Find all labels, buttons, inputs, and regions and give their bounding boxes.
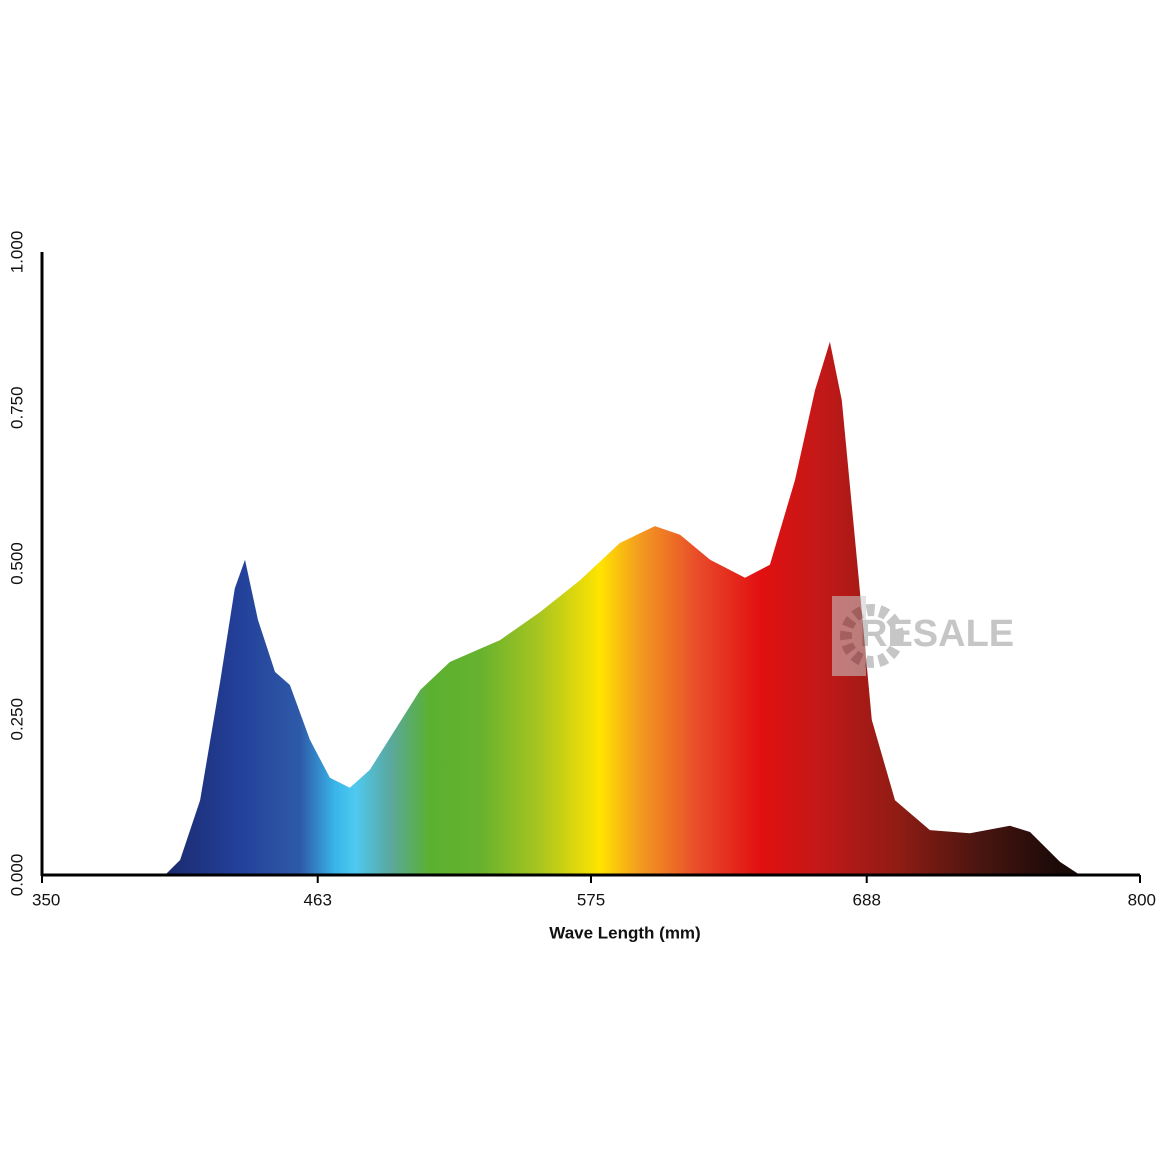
y-tick-label: 1.000 [7, 231, 26, 274]
x-tick-label: 350 [32, 890, 60, 909]
x-tick-label: 575 [577, 890, 605, 909]
x-axis-label: Wave Length (mm) [549, 923, 700, 942]
watermark: RESALE [832, 596, 1014, 676]
y-tick-label: 0.000 [7, 854, 26, 897]
x-tick-label: 688 [853, 890, 881, 909]
x-tick-label: 463 [304, 890, 332, 909]
spectrum-area [165, 341, 1080, 875]
y-tick-label: 0.750 [7, 386, 26, 429]
x-tick-label: 800 [1128, 890, 1156, 909]
y-tick-label: 0.250 [7, 698, 26, 741]
y-tick-label: 0.500 [7, 542, 26, 585]
watermark-gear [840, 604, 904, 668]
watermark-text: RESALE [860, 613, 1014, 655]
